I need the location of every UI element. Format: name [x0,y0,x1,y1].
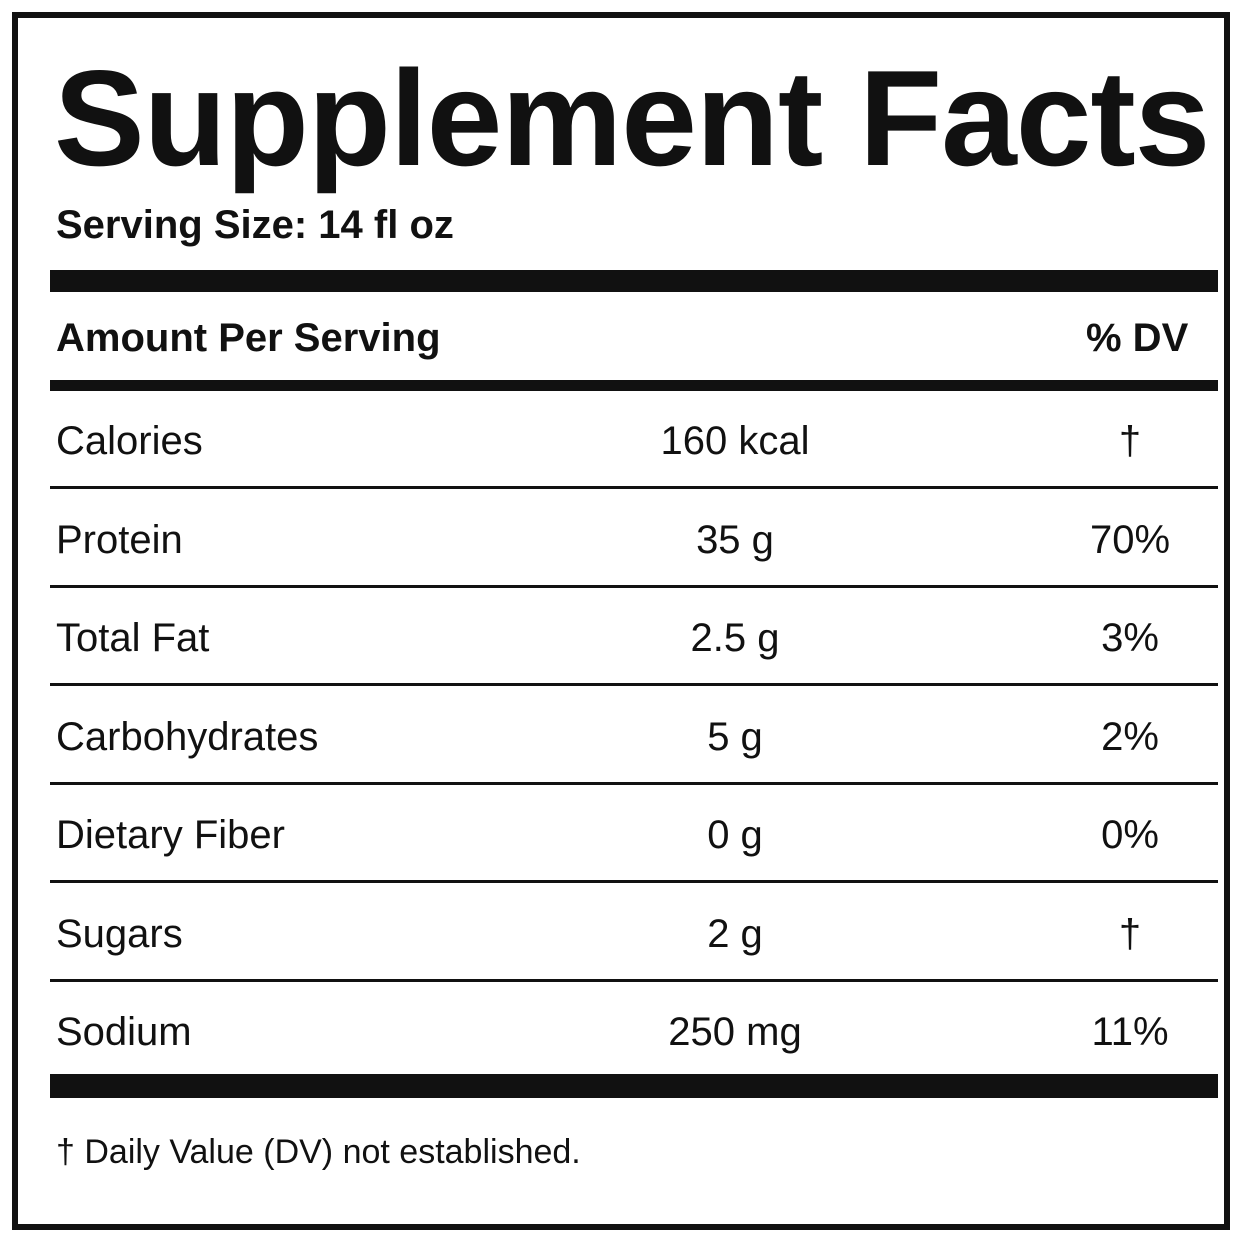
table-row: Calories 160 kcal † [50,391,1218,489]
nutrient: Sugars [56,911,183,956]
thick-rule [50,1074,1218,1098]
amount: 0 g [707,813,763,857]
daily-value: 3% [1101,616,1159,660]
daily-value: 11% [1091,1010,1169,1054]
title: Supplement Facts [54,42,1210,194]
daily-value: † [1118,911,1142,956]
header-dv: % DV [1086,316,1189,360]
nutrient: Dietary Fiber [56,813,285,857]
amount: 35 g [696,517,774,562]
medium-rule [50,380,1218,391]
amount: 250 mg [668,1010,802,1054]
nutrient: Protein [56,517,183,562]
amount: 160 kcal [660,419,810,463]
table-row: Dietary Fiber 0 g 0% [50,785,1218,883]
daily-value: † [1118,419,1142,463]
serving-size: Serving Size: 14 fl oz [56,203,454,247]
nutrient: Total Fat [56,616,210,660]
header-amount: Amount Per Serving [56,316,441,360]
daily-value: 2% [1101,714,1159,759]
amount: 2 g [707,911,763,956]
table-row: Protein 35 g 70% [50,490,1218,588]
amount: 2.5 g [690,616,780,660]
table-row: Sugars 2 g † [50,884,1218,982]
nutrient: Sodium [56,1010,192,1054]
amount: 5 g [707,714,763,759]
nutrient: Carbohydrates [56,714,319,759]
table-row: Carbohydrates 5 g 2% [50,687,1218,785]
nutrient: Calories [56,419,203,463]
table-row: Total Fat 2.5 g 3% [50,588,1218,686]
footnote: † Daily Value (DV) not established. [56,1133,581,1171]
supplement-label: Supplement Facts Serving Size: 14 fl oz … [12,12,1230,1230]
daily-value: 0% [1101,813,1159,857]
daily-value: 70% [1089,517,1171,562]
thick-rule [50,270,1218,292]
table-row: Sodium 250 mg 11% [50,982,1218,1080]
